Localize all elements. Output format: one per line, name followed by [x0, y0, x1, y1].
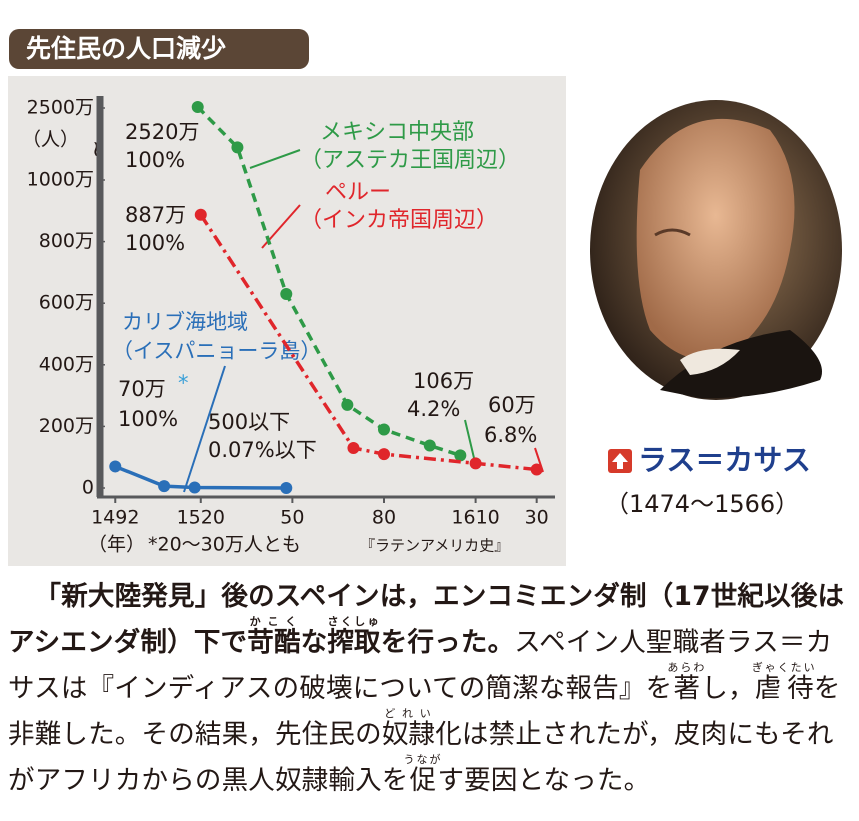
data-point — [188, 481, 201, 494]
data-point — [454, 449, 467, 462]
ruby: 奴隷どれい — [381, 707, 436, 750]
ruby-text: ぎゃくたい — [751, 661, 817, 674]
annotation: 100% — [125, 231, 185, 255]
data-point — [530, 463, 543, 476]
data-point — [423, 439, 436, 452]
data-point — [341, 398, 354, 411]
x-tick-label: 1520 — [177, 507, 225, 529]
y-tick-label: 2500万 — [27, 97, 94, 119]
ruby-text: うなが — [403, 753, 443, 766]
ruby: 搾取さくしゅ — [327, 615, 381, 658]
body-text: 「新大陸発見」後のスペインは，エンコミエンダ制（17世紀以後はアシエンダ制）下で… — [8, 574, 854, 804]
ruby-text: さくしゅ — [327, 615, 381, 628]
series-region: （インカ帝国周辺） — [300, 208, 498, 233]
ruby-text: かこく — [247, 615, 301, 628]
leader-line — [249, 149, 301, 169]
up-arrow — [612, 453, 628, 469]
data-point — [469, 457, 482, 470]
body-segment: 「新大陸発見」後のスペインは，エンコミエンダ制（17世紀以後はアシエンダ制）下で — [8, 581, 845, 658]
series-label: カリブ海地域 — [122, 310, 248, 334]
body-segment: 苛酷かこく — [247, 615, 301, 658]
body-segment: 奴隷どれい — [381, 707, 436, 750]
series-label: ペルー — [325, 180, 391, 205]
portrait — [590, 100, 842, 400]
ruby: 苛酷かこく — [247, 615, 301, 658]
body-segment: スペイン人聖職者ラス＝カサスは『インディアスの破壊についての簡潔な報告』を — [8, 627, 833, 704]
x-tick-label: 1610 — [451, 507, 499, 529]
y-unit-label: （人） — [22, 129, 79, 151]
ruby-base: 著 — [667, 673, 707, 704]
data-point — [377, 448, 390, 461]
chart-title: 先住民の人口減少 — [26, 34, 226, 63]
series-line — [114, 464, 287, 490]
body-segment: を行った。 — [380, 627, 515, 658]
ruby-text: あらわ — [667, 661, 707, 674]
annotation: 60万 — [488, 393, 536, 417]
annotation: 100% — [125, 148, 185, 172]
annotation: * — [178, 371, 189, 395]
data-point — [347, 441, 360, 454]
title-badge — [9, 29, 309, 69]
annotation: 887万 — [125, 203, 186, 227]
body-segment: 促うなが — [404, 753, 443, 796]
chart: 先住民の人口減少 （人） ≀ 2520万 100% 887万 100% 70万 … — [8, 29, 842, 566]
ruby-base: 促 — [403, 765, 443, 796]
data-point — [191, 101, 204, 114]
y-tick-label: 400万 — [39, 353, 94, 375]
ruby-base: 虐待 — [751, 673, 817, 704]
body-segment: 化は禁止されたが，皮肉にもそれがアフリカからの黒人奴隷輸入を — [8, 719, 834, 796]
body-segment: 著あらわ — [667, 661, 706, 704]
source: 『ラテンアメリカ史』 — [360, 537, 509, 555]
axis-break: ≀ — [92, 137, 100, 162]
leader-line — [464, 419, 475, 459]
portrait-name: ラス＝カサス — [638, 443, 811, 477]
data-point — [377, 423, 390, 436]
x-tick-label: 80 — [372, 507, 396, 529]
annotation: 2520万 — [125, 120, 199, 144]
data-point — [280, 481, 293, 494]
annotation: 6.8% — [484, 423, 537, 447]
data-point — [109, 460, 122, 473]
body-segment: す要因となった。 — [437, 765, 651, 796]
x-tick-label: 1492 — [91, 507, 139, 529]
data-point — [158, 480, 171, 493]
series-region: （アステカ王国周辺） — [300, 148, 520, 173]
x-tick-label: 50 — [280, 507, 304, 529]
annotation: 106万 — [413, 369, 474, 393]
annotation: 500以下 — [208, 410, 290, 434]
ruby-base: 搾取 — [327, 627, 381, 658]
ruby: 促うなが — [404, 753, 443, 796]
body-segment: 虐待ぎゃくたい — [751, 661, 817, 704]
data-point — [231, 141, 244, 154]
series-label: メキシコ中央部 — [320, 120, 474, 145]
y-tick-label: 600万 — [39, 292, 94, 314]
y-tick-label: 800万 — [39, 230, 94, 252]
ruby: 虐待ぎゃくたい — [751, 661, 817, 704]
x-unit-label: （年） — [88, 534, 145, 556]
annotation: 70万 — [118, 377, 166, 401]
data-point — [280, 287, 293, 300]
body-segment: 搾取さくしゅ — [327, 615, 381, 658]
annotation: 100% — [118, 407, 178, 431]
data-point — [194, 208, 207, 221]
y-tick-label: 0 — [82, 477, 94, 499]
ruby-text: どれい — [381, 707, 436, 720]
series-region: （イスパニョーラ島） — [112, 339, 321, 363]
annotation: 4.2% — [407, 397, 460, 421]
body-segment: し， — [701, 673, 755, 704]
x-tick-label: 30 — [525, 507, 549, 529]
y-tick-label: 1000万 — [27, 169, 94, 191]
ruby: 著あらわ — [667, 661, 706, 704]
body-segment: を非難した。その結果，先住民の — [8, 673, 841, 750]
ruby-base: 奴隷 — [381, 719, 436, 750]
y-tick-label: 200万 — [39, 415, 94, 437]
leader-line — [183, 365, 226, 493]
ruby-base: 苛酷 — [247, 627, 301, 658]
footnote: *20～30万人とも — [148, 534, 301, 556]
portrait-years: （1474～1566） — [605, 490, 799, 518]
body-segment: な — [300, 627, 328, 658]
annotation: 0.07%以下 — [208, 438, 317, 462]
